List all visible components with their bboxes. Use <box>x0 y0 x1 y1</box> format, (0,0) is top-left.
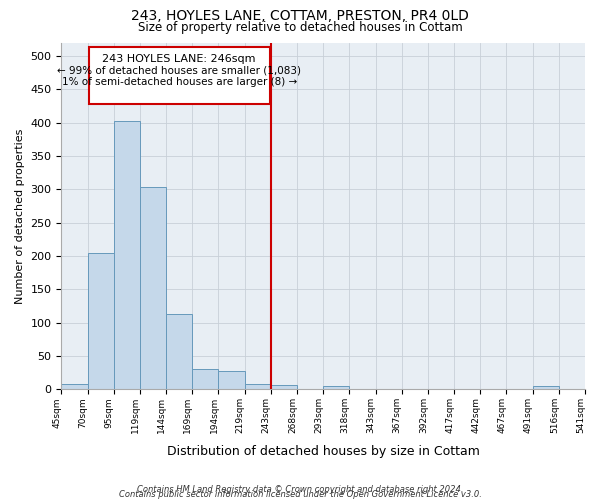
Bar <box>245 384 271 390</box>
Bar <box>271 386 297 390</box>
Bar <box>533 386 559 390</box>
Text: 243, HOYLES LANE, COTTAM, PRESTON, PR4 0LD: 243, HOYLES LANE, COTTAM, PRESTON, PR4 0… <box>131 9 469 23</box>
FancyBboxPatch shape <box>89 47 269 104</box>
Text: Size of property relative to detached houses in Cottam: Size of property relative to detached ho… <box>137 21 463 34</box>
Text: Contains public sector information licensed under the Open Government Licence v3: Contains public sector information licen… <box>119 490 481 499</box>
Text: 1% of semi-detached houses are larger (8) →: 1% of semi-detached houses are larger (8… <box>62 76 297 86</box>
Bar <box>61 384 88 390</box>
Bar <box>323 386 349 390</box>
Text: ← 99% of detached houses are smaller (1,083): ← 99% of detached houses are smaller (1,… <box>57 65 301 75</box>
Y-axis label: Number of detached properties: Number of detached properties <box>15 128 25 304</box>
Bar <box>114 120 140 390</box>
Bar <box>88 252 114 390</box>
Text: 243 HOYLES LANE: 246sqm: 243 HOYLES LANE: 246sqm <box>103 54 256 64</box>
Text: Contains HM Land Registry data © Crown copyright and database right 2024.: Contains HM Land Registry data © Crown c… <box>137 485 463 494</box>
Bar <box>218 370 245 390</box>
Bar <box>193 370 218 390</box>
Bar <box>140 188 166 390</box>
X-axis label: Distribution of detached houses by size in Cottam: Distribution of detached houses by size … <box>167 444 479 458</box>
Bar <box>166 314 193 390</box>
